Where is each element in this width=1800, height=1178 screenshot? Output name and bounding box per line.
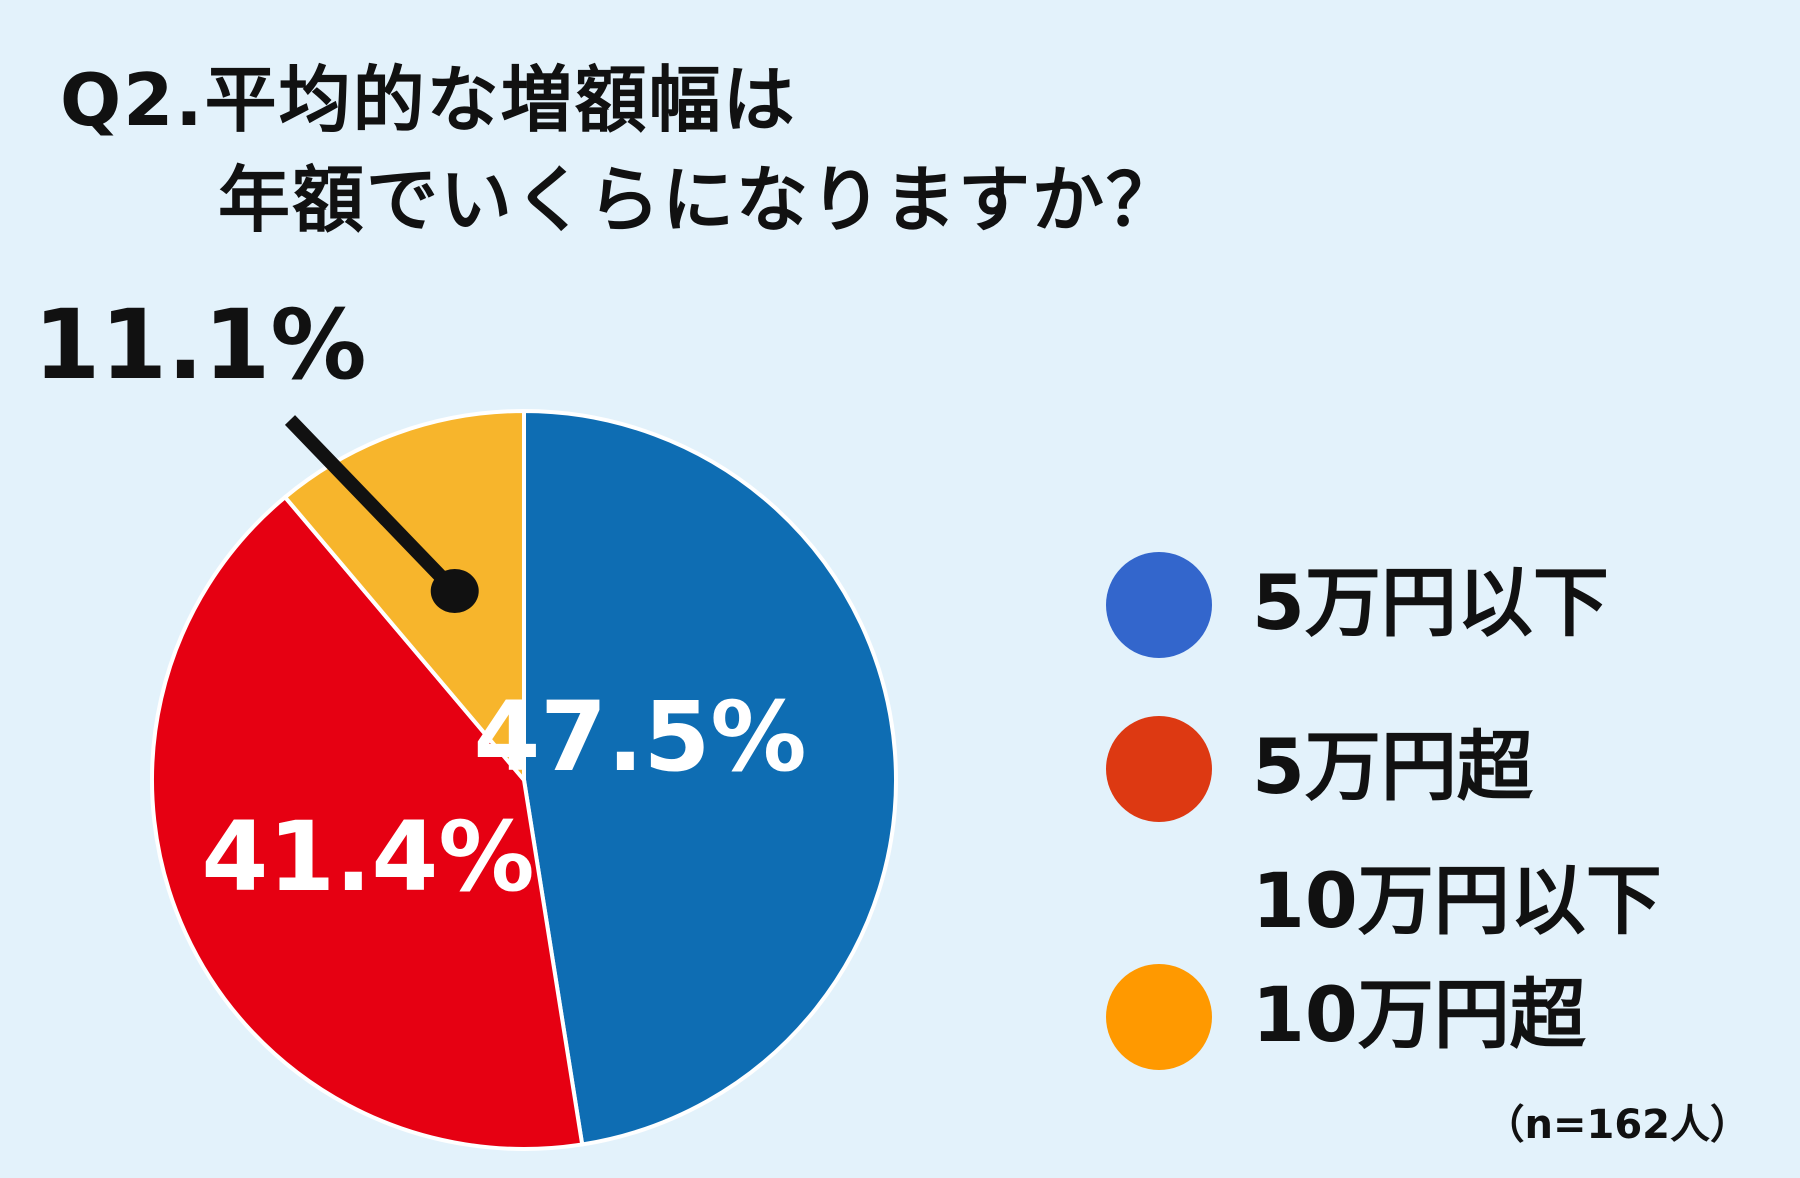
data-label-1: 47.5% [473, 681, 806, 793]
legend-swatch-3 [1106, 964, 1212, 1070]
pie-slice-2 [150, 495, 585, 1151]
sample-size-note: （n=162人） [1484, 1102, 1751, 1148]
legend-label-2-2: 10万円以下 [1252, 856, 1662, 945]
pie-slice-1 [522, 409, 899, 1147]
leader-line-10man-over [284, 415, 460, 596]
chart-title: Q2.平均的な増額幅は 年額でいくらになりますか？ [60, 50, 1180, 250]
pie-slice-3 [283, 409, 526, 782]
data-label-2: 41.4% [201, 801, 534, 913]
legend-label-2-1: 5万円超 [1252, 722, 1533, 811]
legend-label-3-1: 10万円超 [1252, 970, 1586, 1059]
legend-swatch-1 [1106, 552, 1212, 658]
leader-dot-10man-over [430, 568, 479, 613]
legend-swatch-2 [1106, 716, 1212, 822]
chart-title-line-2: 年額でいくらになりますか？ [218, 158, 1181, 242]
chart-title-line-1: Q2.平均的な増額幅は [60, 58, 797, 142]
legend-label-1-1: 5万円以下 [1252, 558, 1609, 647]
data-label-3: 11.1% [33, 289, 366, 401]
